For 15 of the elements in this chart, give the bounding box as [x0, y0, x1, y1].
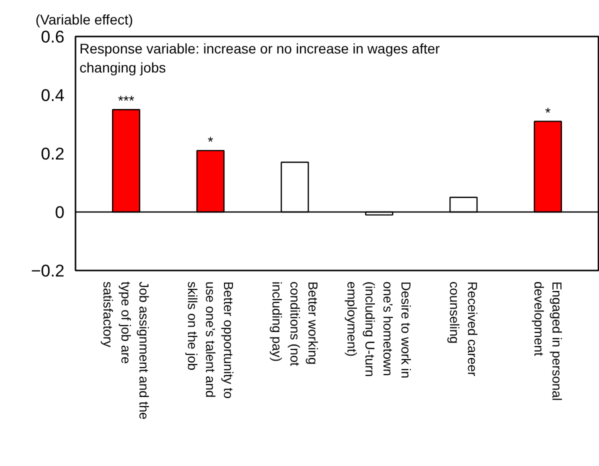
annotation: Response variable: increase or no increase in wages after changing jobs: [80, 40, 440, 76]
x-tick-label: Job assignment and the type of job are satisfactory: [100, 282, 152, 420]
x-tick-label: Better working conditions (not including pay): [269, 282, 320, 366]
x-tick-label: Engaged in personal development: [531, 282, 564, 401]
y-axis-title: (Variable effect): [36, 12, 134, 28]
y-tick-label: 0.6: [40, 28, 65, 46]
y-tick-label: 0: [55, 203, 65, 222]
x-tick-label: Received career counseling: [447, 282, 480, 377]
x-tick-label: Desire to work in one’s hometown (including U-turn employment): [344, 282, 414, 378]
annotation: *: [545, 104, 552, 120]
y-tick-label: 0.4: [40, 86, 65, 105]
y-tick-label: −0.2: [30, 262, 64, 280]
annotation: ***: [118, 92, 135, 109]
annotation: *: [208, 134, 214, 150]
y-tick-label: 0.2: [40, 144, 65, 164]
